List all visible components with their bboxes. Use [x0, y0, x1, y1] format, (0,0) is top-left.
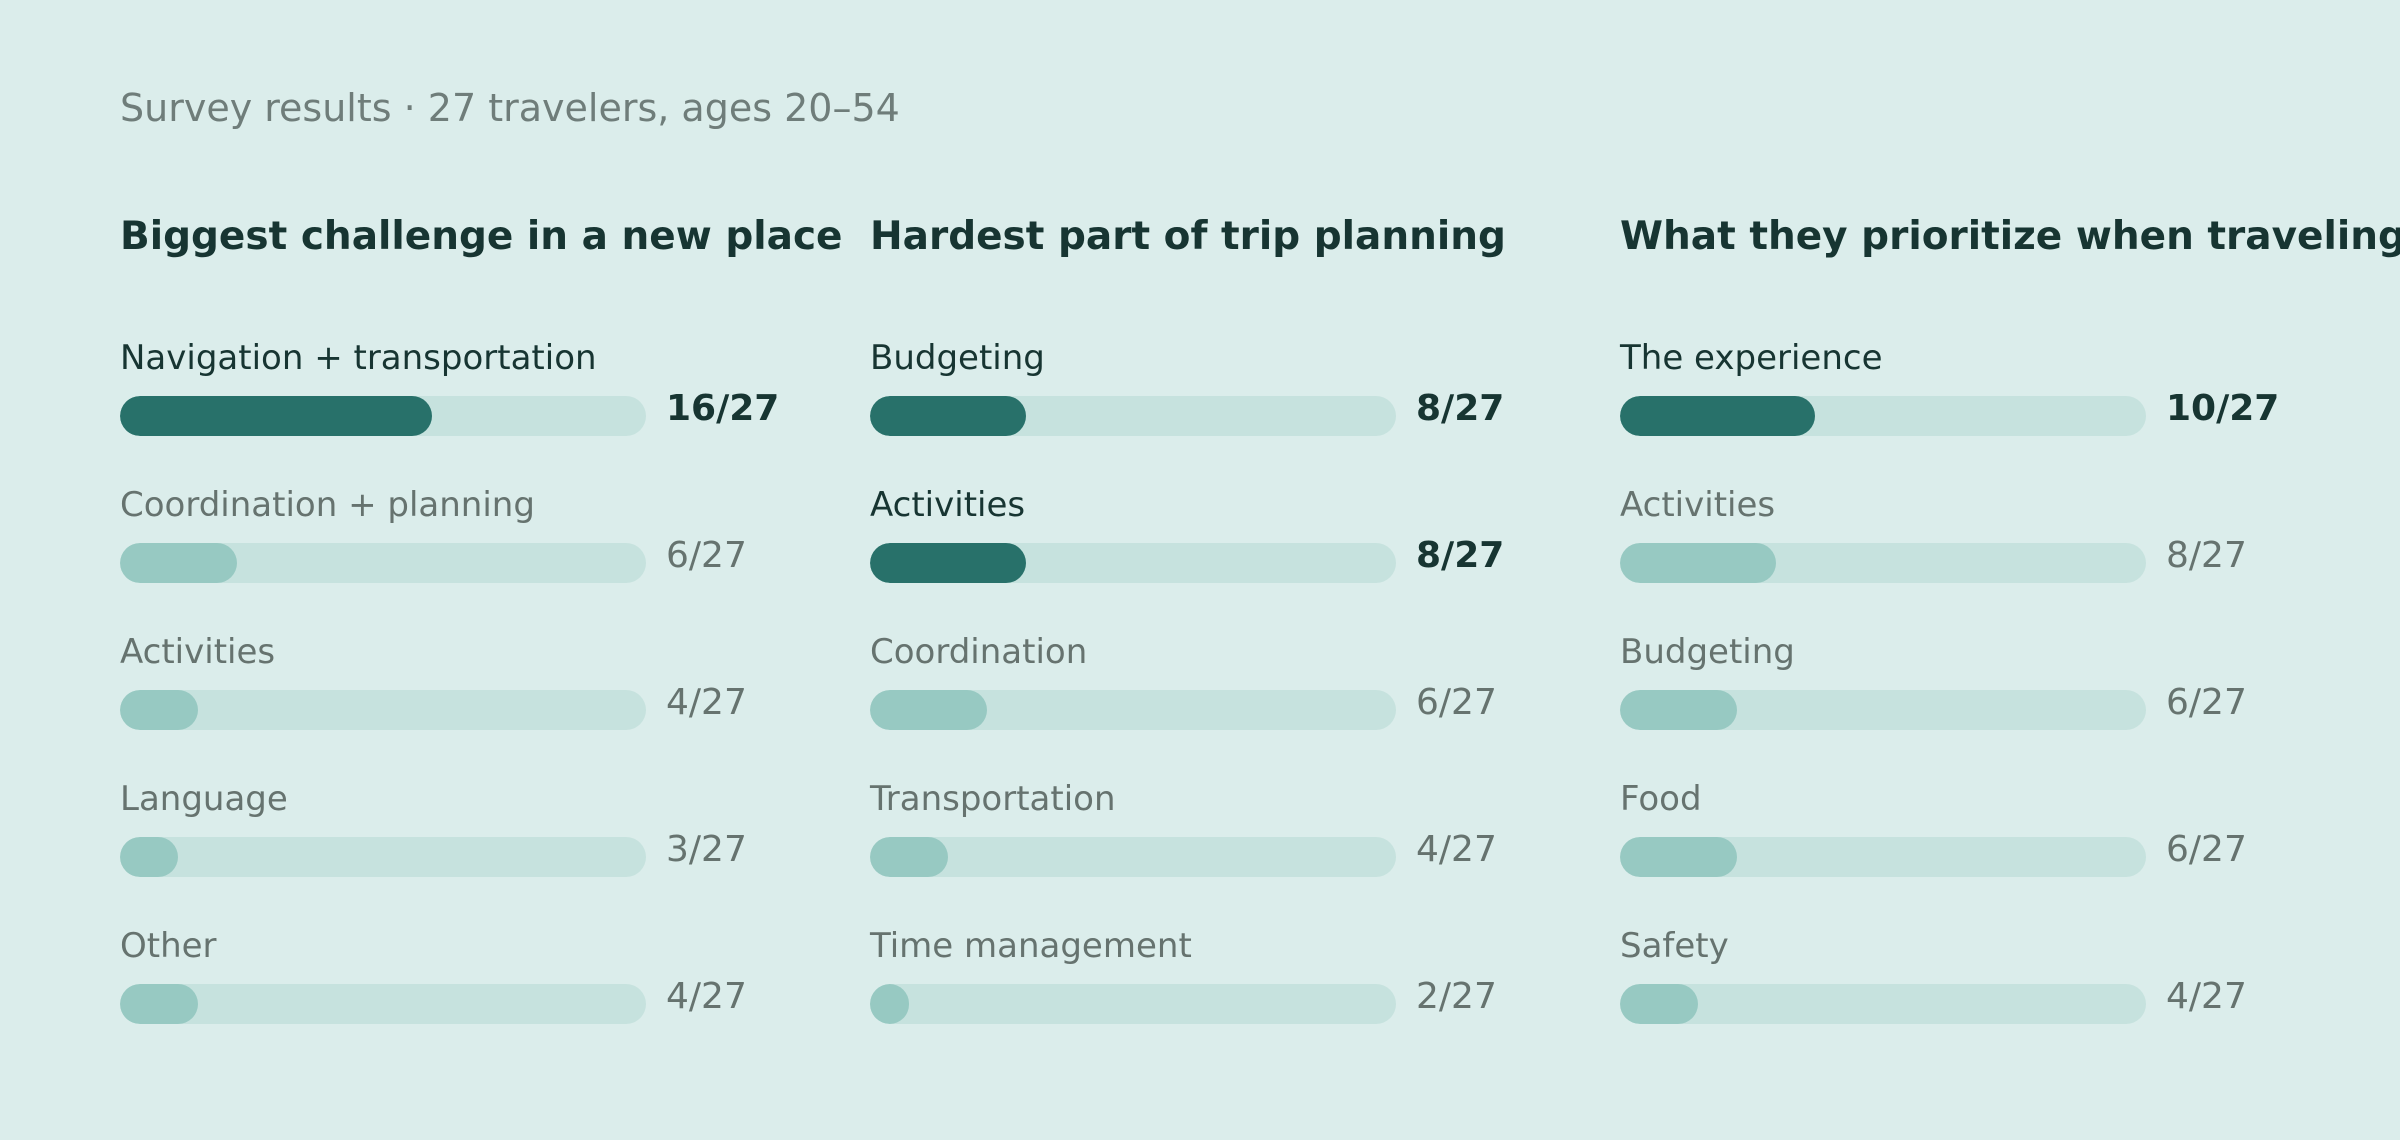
bar-row: Language 3/27 [120, 779, 770, 899]
chart-title: Hardest part of trip planning [870, 214, 1506, 259]
bar-label: Budgeting [870, 338, 1045, 378]
bar-label: Activities [1620, 485, 1776, 525]
bar-row: The experience 10/27 [1620, 338, 2279, 458]
bar-value: 4/27 [1416, 829, 1497, 870]
bar-fill [1620, 984, 1698, 1024]
bar-label: Activities [870, 485, 1026, 525]
bar-row: Activities 8/27 [870, 485, 1520, 605]
chart-title: Biggest challenge in a new place [120, 214, 843, 259]
bar-label: Coordination [870, 632, 1088, 672]
bar-fill [120, 396, 432, 436]
bar-fill [870, 837, 948, 877]
bar-label: Time management [870, 926, 1192, 966]
bar-row: Coordination 6/27 [870, 632, 1520, 752]
bar-label: Coordination + planning [120, 485, 535, 525]
bar-value: 16/27 [666, 388, 780, 429]
bar-value: 8/27 [1416, 388, 1505, 429]
bar-value: 6/27 [2166, 829, 2247, 870]
bar-label: Other [120, 926, 217, 966]
bar-row: Budgeting 8/27 [870, 338, 1520, 458]
survey-subtitle: Survey results · 27 travelers, ages 20–5… [120, 86, 900, 130]
bar-fill [870, 984, 909, 1024]
bar-fill [870, 690, 987, 730]
bar-label: Safety [1620, 926, 1729, 966]
bar-row: Coordination + planning 6/27 [120, 485, 770, 605]
bar-value: 4/27 [2166, 976, 2247, 1017]
bar-fill [120, 690, 198, 730]
bar-value: 6/27 [1416, 682, 1497, 723]
bar-label: Activities [120, 632, 276, 672]
bar-track [870, 984, 1396, 1024]
bar-track [120, 690, 646, 730]
bar-track [870, 690, 1396, 730]
bar-fill [870, 543, 1026, 583]
bar-row: Time management 2/27 [870, 926, 1520, 1046]
bar-track [870, 543, 1396, 583]
bar-track [120, 396, 646, 436]
bar-fill [1620, 690, 1737, 730]
bar-row: Activities 4/27 [120, 632, 770, 752]
bar-track [120, 543, 646, 583]
bar-label: Food [1620, 779, 1702, 819]
bar-track [870, 837, 1396, 877]
bar-row: Food 6/27 [1620, 779, 2270, 899]
bar-row: Navigation + transportation 16/27 [120, 338, 779, 458]
bar-row: Other 4/27 [120, 926, 770, 1046]
bar-row: Transportation 4/27 [870, 779, 1520, 899]
bar-label: The experience [1620, 338, 1883, 378]
bar-track [1620, 543, 2146, 583]
bar-track [1620, 984, 2146, 1024]
bar-value: 2/27 [1416, 976, 1497, 1017]
bar-row: Safety 4/27 [1620, 926, 2270, 1046]
bar-track [120, 984, 646, 1024]
bar-label: Transportation [870, 779, 1116, 819]
bar-track [1620, 396, 2146, 436]
bar-track [1620, 690, 2146, 730]
bar-value: 4/27 [666, 976, 747, 1017]
bar-value: 8/27 [2166, 535, 2247, 576]
bar-value: 8/27 [1416, 535, 1505, 576]
bar-track [120, 837, 646, 877]
chart-title: What they prioritize when traveling [1620, 214, 2400, 259]
bar-label: Budgeting [1620, 632, 1795, 672]
bar-value: 3/27 [666, 829, 747, 870]
bar-track [870, 396, 1396, 436]
bar-fill [1620, 543, 1776, 583]
bar-row: Budgeting 6/27 [1620, 632, 2270, 752]
bar-value: 10/27 [2166, 388, 2280, 429]
bar-value: 6/27 [666, 535, 747, 576]
bar-label: Navigation + transportation [120, 338, 597, 378]
bar-fill [1620, 837, 1737, 877]
bar-label: Language [120, 779, 288, 819]
bar-fill [120, 984, 198, 1024]
bar-track [1620, 837, 2146, 877]
bar-fill [870, 396, 1026, 436]
bar-fill [120, 837, 178, 877]
bar-fill [120, 543, 237, 583]
bar-value: 6/27 [2166, 682, 2247, 723]
bar-value: 4/27 [666, 682, 747, 723]
bar-fill [1620, 396, 1815, 436]
bar-row: Activities 8/27 [1620, 485, 2270, 605]
